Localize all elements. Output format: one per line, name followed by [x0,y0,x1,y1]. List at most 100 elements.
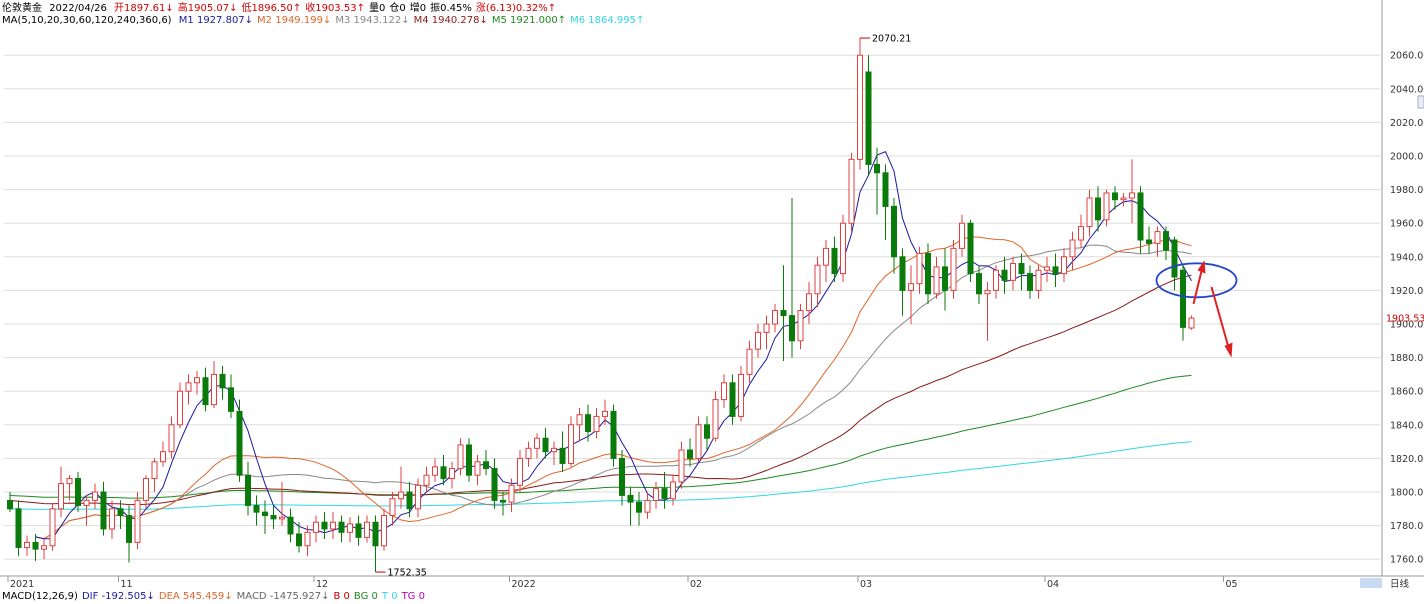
candle-body [1146,239,1152,244]
candle-body [245,474,251,506]
x-tick-label: 05 [1226,579,1238,590]
candle-body [372,521,379,547]
candle-body [109,508,115,530]
candle-body [627,494,634,503]
scroll-bar-thumb [1360,578,1382,588]
y-tick-label: 2000.00 [1390,152,1424,163]
candle-body [644,499,651,513]
candle-body [1018,263,1025,275]
candle-body [58,483,64,510]
candle-body [491,467,498,501]
quote-stat: 收1903.53↑ [305,3,365,14]
quote-stat: 开1897.61↓ [114,3,174,14]
candle-body [874,163,880,174]
candle-body [177,390,183,426]
macd-legend-item: TG 0 [401,591,425,602]
candle-body [15,508,22,548]
ma-legend-item: M2 1949.199↓ [257,15,332,26]
symbol-name: 伦敦黄金 [2,3,42,14]
candle-body [525,447,532,459]
annotation-arrow-up-head [1197,260,1206,274]
candle-body [661,488,668,500]
candle-body [83,499,90,506]
candle-body [194,377,200,384]
candle-body [687,449,693,459]
candle-body [891,205,897,258]
candle-body [168,424,175,453]
candle-body [313,521,319,533]
candle-body [92,491,98,501]
candle-body [636,501,642,513]
candle-body [423,474,430,486]
quote-date: 2022/04/26 [49,3,107,14]
candle-body [712,399,719,439]
candle-body [49,508,56,547]
x-tick-label: 04 [1047,579,1059,590]
candle-body [151,461,158,480]
y-tick-label: 1880.00 [1390,353,1424,364]
candle-body [857,54,863,160]
candle-body [585,414,591,433]
candle-body [270,515,277,520]
candle-body [296,533,302,547]
ma-legend-items: M1 1927.807↓ M2 1949.199↓ M3 1943.122↓ M4 1… [179,15,649,26]
candle-body [542,437,549,453]
candle-body [1078,226,1084,241]
candle-body [398,491,404,500]
candle-body [117,508,124,517]
candle-body [738,373,744,417]
quote-stats: 开1897.61↓ 高1905.07↓ 低1896.50↑ 收1903.53↑ 量0 仓0… [114,3,560,14]
x-tick-label: 2021 [10,579,34,590]
quote-stat: 涨(6.13)0.32%↑ [475,3,557,14]
candle-body [780,310,787,317]
macd-legend-item: DIF -192.505↓ [81,591,155,602]
candle-body [1069,239,1076,258]
x-tick-label: 11 [121,579,133,590]
candle-body [670,481,676,500]
period-label: 日线 [1390,578,1410,590]
ma-legend-item: M1 1927.807↓ [178,15,254,26]
candle-body [75,478,81,506]
candle-body [389,498,396,517]
annotation-arrow-down-head [1224,342,1233,358]
candle-body [814,264,821,295]
candle-body [415,484,421,510]
annotation-arrow-down [1210,286,1231,352]
candle-body [41,545,47,550]
x-tick-label: 12 [316,579,328,590]
candle-body [942,266,948,291]
candle-body [143,478,149,501]
macd-legend-item: B 0 [333,591,350,602]
high-annotation: 2070.21 [872,34,911,45]
ma-line-m5 [9,374,1192,499]
candle-body [347,523,353,533]
quote-stat: 仓0 [389,3,406,14]
y-tick-label: 1860.00 [1390,387,1424,398]
candle-body [1095,197,1101,221]
candle-body [551,447,557,453]
candle-body [848,158,855,224]
candle-body [950,247,957,291]
quote-header: 伦敦黄金 2022/04/26 开1897.61↓ 高1905.07↓ 低1896.… [2,2,564,16]
macd-legend-item: DEA 545.459↓ [158,591,233,602]
candle-body [66,478,73,485]
x-tick-label: 03 [860,579,872,590]
candle-body [134,499,141,543]
candle-body [279,516,285,520]
candle-body [1120,197,1127,201]
ma-legend-item: M4 1940.278↓ [413,15,488,26]
candle-body [7,499,13,510]
quote-stat: 低1896.50↑ [241,3,302,14]
y-tick-label: 1760.00 [1390,555,1424,566]
candle-body [729,382,736,417]
candle-body [32,541,39,550]
candle-body [755,331,761,350]
candle-body [933,266,940,295]
candle-body [653,488,659,501]
candle-body [457,444,464,469]
candle-body [1129,192,1135,199]
ma-legend-item: M6 1864.995↑ [570,15,645,26]
y-tick-label: 1800.00 [1390,488,1424,499]
